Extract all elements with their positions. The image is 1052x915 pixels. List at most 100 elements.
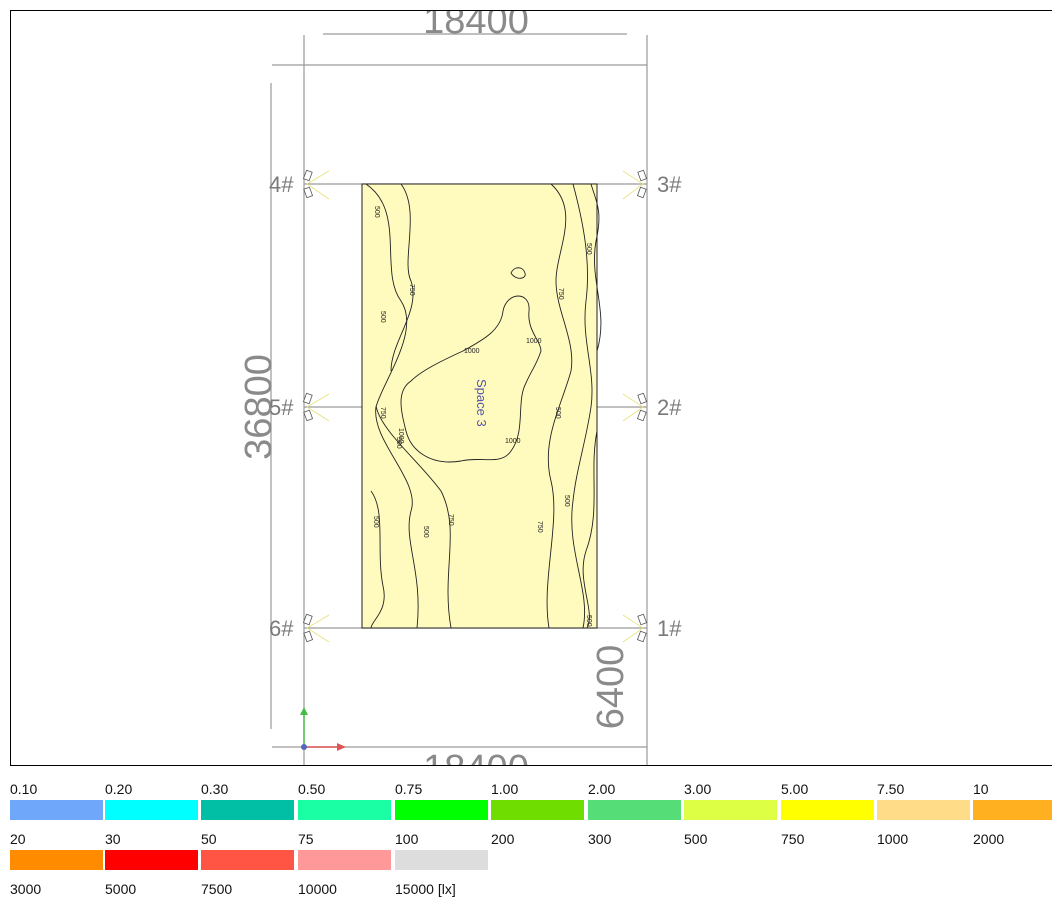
legend-label: 5.00 [781,781,809,797]
legend-label: 500 [684,831,708,847]
contour-label: 500 [585,243,592,255]
legend-swatch [105,800,198,820]
legend-item: 500 [684,828,777,850]
legend-swatch [781,800,874,820]
legend-item: 7500 [201,878,294,900]
luminaire-5[interactable]: 5# [269,392,330,422]
luminaire-label: 3# [657,172,682,197]
contour-label: 1000 [464,348,480,355]
contour-label: 750 [536,521,543,533]
luminaire-1[interactable]: 1# [622,613,682,643]
legend-item: 5000 [105,878,198,900]
legend-swatch [588,800,681,820]
luminaire-4[interactable]: 4# [269,169,330,200]
legend-item: 5.00 [781,778,874,820]
contour-label: 500 [395,437,402,449]
legend-label: 0.20 [105,781,133,797]
legend-swatch [298,850,391,870]
luminaire-2[interactable]: 2# [622,392,682,422]
luminaire-icon [636,169,648,199]
legend-label: 0.30 [201,781,229,797]
legend-label: 10 [973,781,989,797]
luminaire-icon [636,613,648,643]
contour-label: 500 [554,407,561,419]
legend-label: 2.00 [588,781,616,797]
contour-label: 500 [563,495,570,507]
legend-item: 1000 [877,828,970,850]
legend-label: 30 [105,831,121,847]
legend-label: 300 [588,831,612,847]
legend-swatch [973,800,1052,820]
legend-item: 3000 [10,878,103,900]
legend-item: 0.50 [298,778,391,820]
legend-label: 7500 [201,881,233,897]
luminaire-label: 4# [269,172,294,197]
floor-plan-svg: 18400 36800 6400 18400 500 750 500 750 1… [238,11,682,765]
contour-labels: 500 750 500 750 1000 1000 1000 1000 750 … [372,206,592,627]
legend-label: 15000 [lx] [395,881,456,897]
legend-item: 50 [201,828,294,870]
space-label: Space 3 [474,379,489,427]
legend-label: 100 [395,831,419,847]
dimension-left-text: 36800 [238,354,280,460]
axis-gizmo [300,707,346,751]
legend-item: 2.00 [588,778,681,820]
y-axis-arrowhead [300,707,308,715]
contour-label: 750 [557,288,564,300]
legend-row-1: 0.10 0.20 0.30 0.50 0.75 1.00 2.00 3.00 … [10,778,1052,828]
legend-item: 10 [973,778,1052,820]
legend-label: 20 [10,831,26,847]
legend-item: 7.50 [877,778,970,820]
luminaire-icon [636,392,648,422]
legend-label: 5000 [105,881,137,897]
contour-label: 1000 [526,338,542,345]
legend-swatch [105,850,198,870]
luminaire-6[interactable]: 6# [269,613,330,643]
legend-label: 0.75 [395,781,423,797]
legend-label: 1000 [877,831,909,847]
legend-label: 10000 [298,881,337,897]
legend-label: 0.10 [10,781,38,797]
dimension-top-text: 18400 [423,11,529,42]
legend-item: 200 [491,828,584,850]
legend-swatch [684,800,777,820]
legend-item: 15000 [lx] [395,878,488,900]
legend-label: 750 [781,831,805,847]
contour-label: 500 [373,206,380,218]
legend-swatch [877,800,970,820]
legend-label: 200 [491,831,515,847]
legend-swatch [491,800,584,820]
luminaire-label: 5# [269,395,294,420]
legend-label: 2000 [973,831,1005,847]
legend-item: 10000 [298,878,391,900]
contour-label: 1000 [505,438,521,445]
legend-swatch [395,800,488,820]
dimension-right-text: 6400 [590,645,632,730]
legend-item: 100 [395,828,488,870]
legend-item: 3.00 [684,778,777,820]
contour-label: 500 [379,311,386,323]
legend-swatch [10,850,103,870]
legend-label: 3.00 [684,781,712,797]
legend-item: 750 [781,828,874,850]
luminaire-icon [302,613,314,643]
legend-label: 1.00 [491,781,519,797]
legend-row-2: 20 30 50 75 100 200 300 500 750 1000 200… [10,828,1052,878]
legend-label: 0.50 [298,781,326,797]
luminaire-3[interactable]: 3# [622,169,682,200]
contour-label: 1000 [397,428,404,444]
luminaire-label: 6# [269,616,294,641]
legend-label: 50 [201,831,217,847]
drawing-canvas[interactable]: 18400 36800 6400 18400 500 750 500 750 1… [10,10,1052,766]
contour-label: 500 [422,526,429,538]
contour-label: 750 [408,284,415,296]
legend-item: 0.10 [10,778,103,820]
legend-item: 0.75 [395,778,488,820]
isolux-contours [365,183,602,629]
legend-item: 0.20 [105,778,198,820]
legend-item: 2000 [973,828,1052,850]
legend-swatch [201,850,294,870]
contour-label: 500 [372,516,379,528]
legend-row-3: 3000 5000 7500 10000 15000 [lx] [10,878,1052,908]
legend-item: 0.30 [201,778,294,820]
